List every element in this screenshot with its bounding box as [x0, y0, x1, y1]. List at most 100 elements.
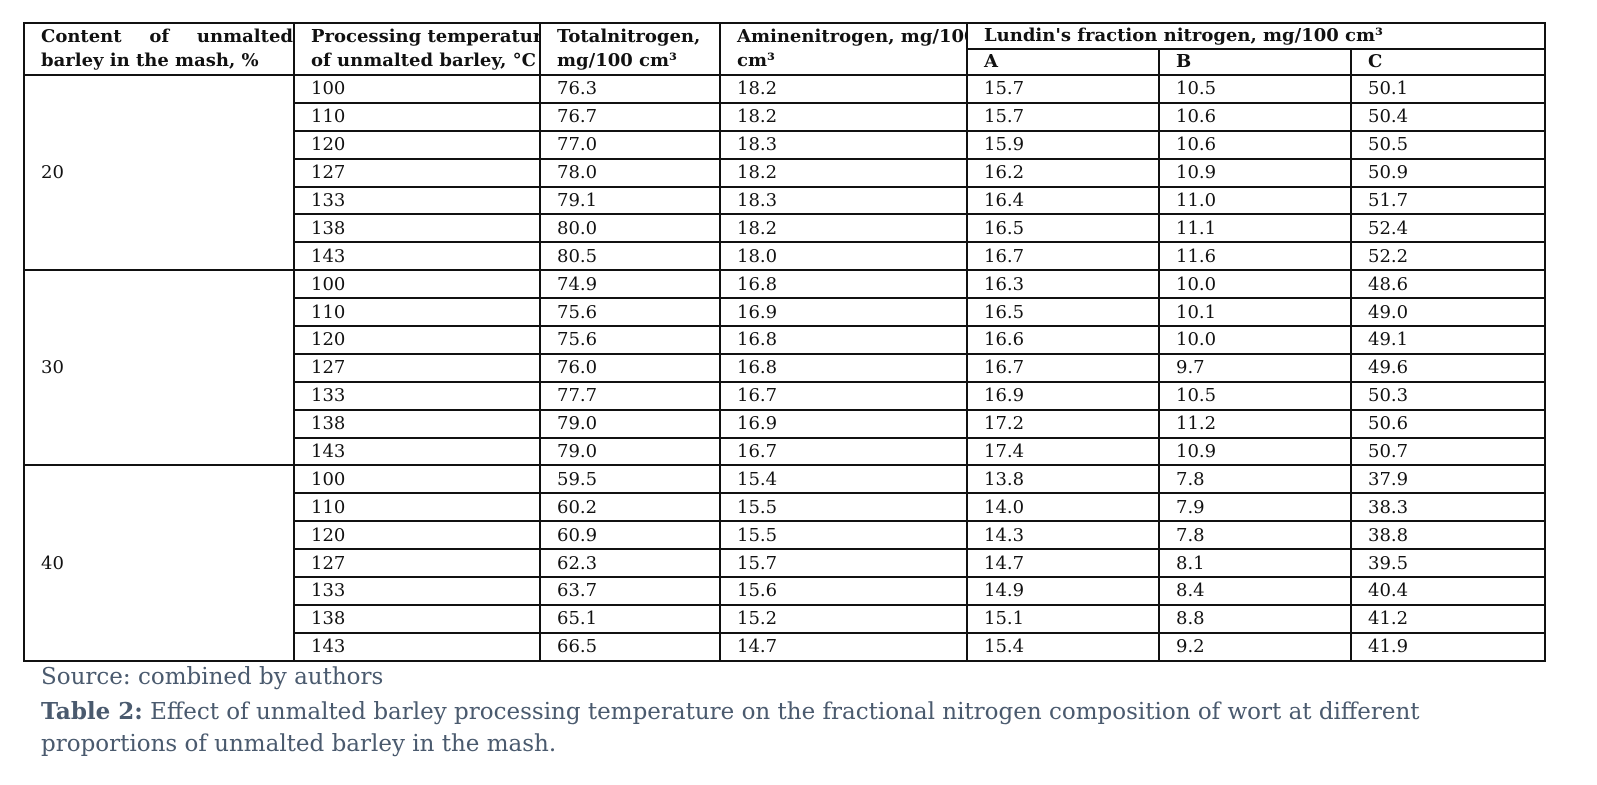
fraction-c-cell: 52.4	[1349, 213, 1547, 244]
table-row: 20 100 76.3 18.2 15.7 10.5 50.1	[23, 73, 1547, 272]
total-nitrogen-cell: 79.0	[539, 436, 721, 467]
fraction-b-cell: 11.1	[1158, 213, 1352, 244]
nitrogen-table: Content of unmalted barley in the mash, …	[23, 22, 1547, 662]
temperature-cell: 110	[293, 101, 541, 132]
amine-nitrogen-cell: 18.3	[719, 129, 968, 160]
fraction-c-cell: 49.1	[1349, 325, 1547, 355]
fraction-c-cell: 49.6	[1349, 352, 1547, 383]
header-amine-nitrogen: Aminenitrogen, mg/100 cm³	[719, 22, 968, 76]
total-nitrogen-cell: 80.0	[539, 213, 721, 244]
amine-nitrogen-cell: 18.2	[719, 157, 968, 188]
total-nitrogen-cell: 75.6	[539, 297, 721, 328]
fraction-a-cell: 14.9	[966, 576, 1160, 606]
amine-nitrogen-cell: 18.2	[719, 74, 968, 104]
fraction-c-cell: 38.8	[1349, 520, 1547, 551]
source-note: Source: combined by authors	[41, 664, 384, 690]
fraction-b-cell: 7.8	[1158, 520, 1352, 551]
fraction-c-cell: 41.2	[1349, 603, 1547, 634]
amine-nitrogen-cell: 16.8	[719, 352, 968, 383]
fraction-c-cell: 38.3	[1349, 492, 1547, 523]
table-row: 133 79.1 18.3 16.4 11.0 51.7	[24, 185, 1547, 216]
table-row: 120 75.6 16.8 16.6 10.0 49.1	[24, 325, 1547, 355]
fraction-c-cell: 50.9	[1349, 157, 1547, 188]
table-row: 133 63.7 15.6 14.9 8.4 40.4	[24, 576, 1547, 606]
temperature-cell: 133	[293, 185, 541, 216]
amine-nitrogen-cell: 15.7	[719, 548, 968, 579]
header-col-a: A	[966, 48, 1160, 76]
fraction-a-cell: 15.7	[966, 101, 1160, 132]
fraction-c-cell: 52.2	[1349, 241, 1547, 272]
content-percent-cell: 20	[23, 73, 295, 272]
table-row: 120 77.0 18.3 15.9 10.6 50.5	[24, 129, 1547, 160]
header-content: Content of unmalted barley in the mash, …	[23, 22, 295, 76]
fraction-c-cell: 41.9	[1349, 631, 1547, 662]
table-row: 110 75.6 16.9 16.5 10.1 49.0	[24, 297, 1547, 328]
fraction-b-cell: 11.6	[1158, 241, 1352, 272]
table-row: 138 65.1 15.2 15.1 8.8 41.2	[24, 603, 1547, 634]
temperature-cell: 138	[293, 213, 541, 244]
total-nitrogen-cell: 65.1	[539, 603, 721, 634]
fraction-b-cell: 11.0	[1158, 185, 1352, 216]
temperature-cell: 120	[293, 520, 541, 551]
temperature-cell: 100	[293, 464, 541, 495]
total-nitrogen-cell: 66.5	[539, 631, 721, 662]
content-percent-cell: 30	[23, 269, 295, 467]
header-content-line2: barley in the mash, %	[41, 50, 259, 71]
table-row: 30 100 74.9 16.8 16.3 10.0 48.6	[23, 269, 1547, 467]
table-row: 127 62.3 15.7 14.7 8.1 39.5	[24, 548, 1547, 579]
temperature-cell: 127	[293, 352, 541, 383]
fraction-a-cell: 16.4	[966, 185, 1160, 216]
temperature-cell: 133	[293, 380, 541, 411]
total-nitrogen-cell: 76.7	[539, 101, 721, 132]
amine-nitrogen-cell: 16.8	[719, 269, 968, 300]
fraction-a-cell: 14.0	[966, 492, 1160, 523]
fraction-c-cell: 50.4	[1349, 101, 1547, 132]
fraction-a-cell: 15.9	[966, 129, 1160, 160]
temperature-cell: 100	[293, 74, 541, 104]
fraction-a-cell: 17.4	[966, 436, 1160, 467]
fraction-b-cell: 10.9	[1158, 157, 1352, 188]
table-header: Content of unmalted barley in the mash, …	[23, 22, 1547, 76]
temperature-cell: 138	[293, 603, 541, 634]
amine-nitrogen-cell: 15.5	[719, 492, 968, 523]
temperature-cell: 110	[293, 297, 541, 328]
temperature-cell: 143	[293, 631, 541, 662]
fraction-a-cell: 15.4	[966, 631, 1160, 662]
total-nitrogen-cell: 75.6	[539, 325, 721, 355]
fraction-c-cell: 51.7	[1349, 185, 1547, 216]
header-processing: Processing temperature of unmalted barle…	[293, 22, 541, 76]
fraction-a-cell: 15.7	[966, 74, 1160, 104]
fraction-b-cell: 8.8	[1158, 603, 1352, 634]
amine-nitrogen-cell: 18.2	[719, 213, 968, 244]
table-row: 127 78.0 18.2 16.2 10.9 50.9	[24, 157, 1547, 188]
total-nitrogen-cell: 60.9	[539, 520, 721, 551]
header-word: unmalted	[196, 26, 293, 47]
table-caption: Table 2: Effect of unmalted barley proce…	[41, 696, 1541, 760]
fraction-b-cell: 8.1	[1158, 548, 1352, 579]
header-amine-line1: Aminenitrogen, mg/100	[737, 26, 967, 47]
total-nitrogen-cell: 77.7	[539, 380, 721, 411]
total-nitrogen-cell: 78.0	[539, 157, 721, 188]
amine-nitrogen-cell: 18.0	[719, 241, 968, 272]
header-total-line1: Totalnitrogen,	[557, 26, 701, 47]
table-row: 133 77.7 16.7 16.9 10.5 50.3	[24, 380, 1547, 411]
fraction-a-cell: 16.2	[966, 157, 1160, 188]
fraction-a-cell: 16.6	[966, 325, 1160, 355]
temperature-cell: 100	[293, 269, 541, 300]
table-row: 138 80.0 18.2 16.5 11.1 52.4	[24, 213, 1547, 244]
fraction-b-cell: 10.0	[1158, 325, 1352, 355]
table-row: 40 100 59.5 15.4 13.8 7.8 37.9	[23, 464, 1547, 662]
amine-nitrogen-cell: 18.2	[719, 101, 968, 132]
table-row: 110 76.7 18.2 15.7 10.6 50.4	[24, 101, 1547, 132]
fraction-b-cell: 10.6	[1158, 129, 1352, 160]
total-nitrogen-cell: 74.9	[539, 269, 721, 300]
fraction-b-cell: 9.7	[1158, 352, 1352, 383]
total-nitrogen-cell: 79.1	[539, 185, 721, 216]
total-nitrogen-cell: 63.7	[539, 576, 721, 606]
table-row: 120 60.9 15.5 14.3 7.8 38.8	[24, 520, 1547, 551]
fraction-c-cell: 39.5	[1349, 548, 1547, 579]
header-col-b: B	[1158, 48, 1352, 76]
temperature-cell: 143	[293, 436, 541, 467]
fraction-c-cell: 50.3	[1349, 380, 1547, 411]
fraction-b-cell: 10.5	[1158, 380, 1352, 411]
